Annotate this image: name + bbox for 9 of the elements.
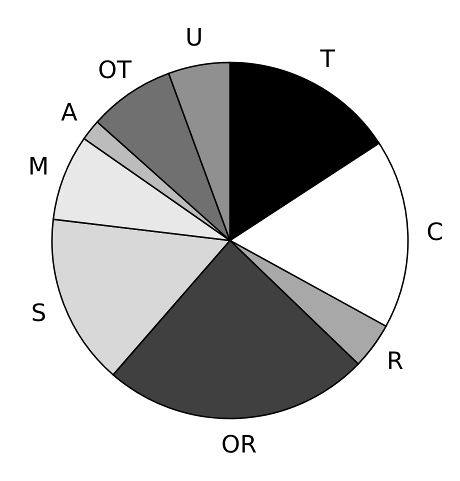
slice-label: C xyxy=(426,218,444,246)
slice-label: A xyxy=(61,98,78,126)
slice-label: S xyxy=(31,299,46,328)
slice-label: R xyxy=(386,347,404,376)
slice-label: T xyxy=(319,45,336,74)
slice-label: OT xyxy=(98,56,132,84)
slice-label: U xyxy=(185,24,203,52)
slice-label: OR xyxy=(221,430,257,458)
slice-label: M xyxy=(28,152,49,180)
